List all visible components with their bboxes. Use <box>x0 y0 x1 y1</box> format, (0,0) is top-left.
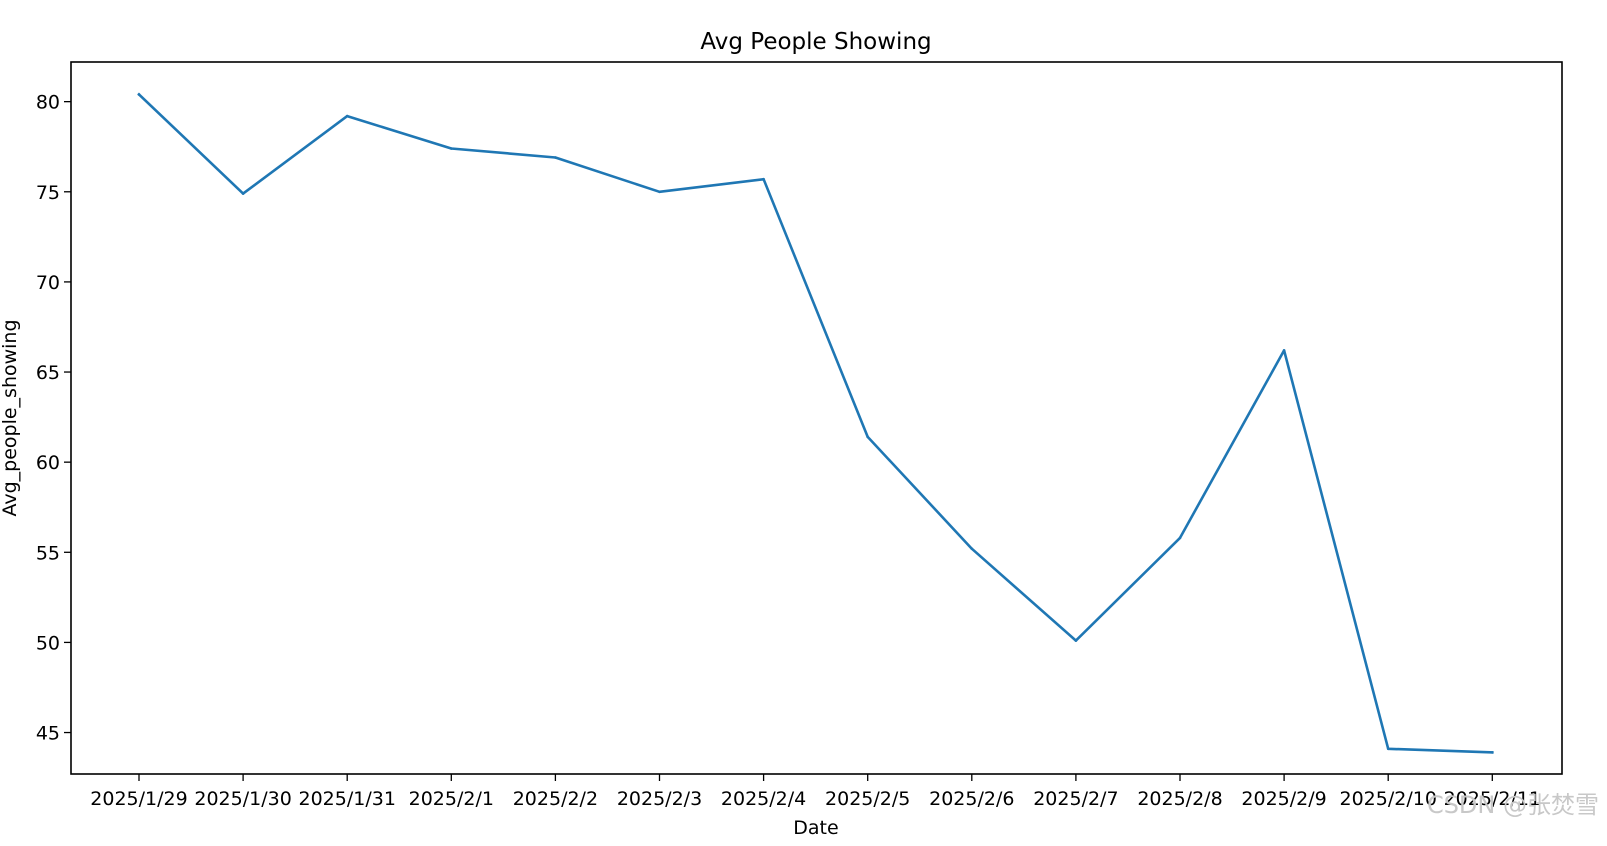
data-point <box>554 156 557 159</box>
data-point <box>450 147 453 150</box>
series-line <box>137 92 1494 754</box>
x-tick-label: 2025/2/5 <box>825 788 910 810</box>
data-point <box>137 93 141 96</box>
plot-frame <box>70 61 1563 775</box>
x-tick-label: 2025/1/30 <box>194 788 291 810</box>
plot-background <box>71 62 1562 774</box>
data-point <box>1491 751 1494 754</box>
y-axis-label: Avg_people_showing <box>0 319 21 516</box>
x-tick-label: 2025/2/4 <box>721 788 806 810</box>
data-point <box>1386 747 1390 751</box>
data-point <box>762 177 765 181</box>
data-point <box>1282 349 1286 352</box>
x-tick-label: 2025/2/8 <box>1137 788 1222 810</box>
x-axis: 2025/1/29 2025/1/30 2025/1/31 2025/2/1 2025/… <box>90 774 1541 810</box>
chart-title: Avg People Showing <box>700 29 931 55</box>
x-tick-label: 2025/2/6 <box>929 788 1014 810</box>
data-point <box>1074 639 1078 642</box>
y-tick-label: 60 <box>36 452 60 474</box>
data-point <box>241 192 245 195</box>
x-tick-label: 2025/1/29 <box>90 788 187 810</box>
watermark: CSDN @张焚雪 <box>1426 791 1599 819</box>
data-point <box>866 435 869 439</box>
x-tick-label: 2025/2/3 <box>617 788 702 810</box>
x-tick-label: 2025/2/9 <box>1241 788 1326 810</box>
x-tick-label: 2025/2/1 <box>409 788 494 810</box>
y-tick-label: 80 <box>36 92 60 114</box>
x-axis-label: Date <box>793 817 838 839</box>
data-point <box>658 190 661 194</box>
y-tick-label: 70 <box>36 272 60 294</box>
y-tick-label: 65 <box>36 362 60 384</box>
data-point <box>345 114 349 118</box>
x-tick-label: 2025/2/2 <box>513 788 598 810</box>
y-tick-label: 50 <box>36 632 60 654</box>
x-tick-label: 2025/2/11 <box>1444 788 1541 810</box>
x-tick-label: 2025/2/10 <box>1339 788 1436 810</box>
y-tick-label: 55 <box>36 542 60 564</box>
series-layer <box>137 92 1494 754</box>
data-point <box>970 547 974 550</box>
x-tick-label: 2025/2/7 <box>1033 788 1118 810</box>
y-tick-label: 45 <box>36 723 60 745</box>
x-tick-label: 2025/1/31 <box>298 788 395 810</box>
data-point <box>1178 536 1182 540</box>
y-tick-label: 75 <box>36 182 60 204</box>
y-axis: 45 50 55 60 65 70 75 80 <box>36 92 71 745</box>
